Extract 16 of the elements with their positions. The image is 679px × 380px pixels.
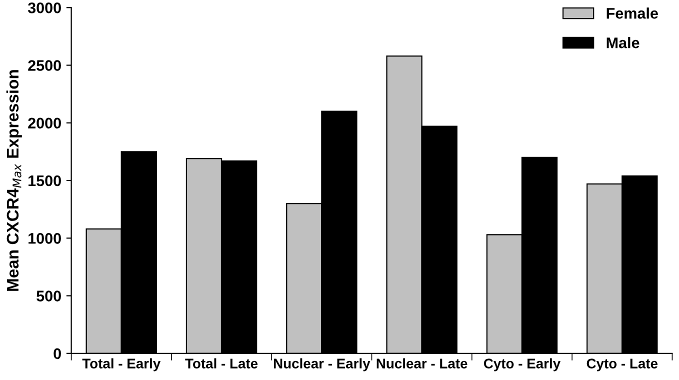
x-tick-label: Cyto - Late — [586, 358, 658, 372]
x-tick-label: Total - Early — [82, 358, 161, 372]
y-tick-label: 0 — [54, 348, 61, 360]
x-tick-label: Nuclear - Early — [274, 358, 370, 372]
y-tick-label: 3000 — [28, 2, 61, 14]
y-tick-label: 1000 — [28, 233, 61, 244]
y-axis-title: Mean CXCR4$_{Max}$ Expression — [6, 70, 22, 291]
x-tick-label: Total - Late — [185, 358, 258, 368]
y-tick-label: 2500 — [28, 60, 61, 71]
y-tick-label: 500 — [36, 290, 61, 302]
legend-label: Female — [606, 8, 658, 19]
y-tick-label: 2000 — [28, 118, 61, 129]
x-tick-label: Cyto - Early — [484, 358, 560, 372]
x-tick-label: Nuclear - Late — [376, 358, 468, 368]
y-tick-label: 1500 — [28, 175, 61, 186]
legend-label: Male — [606, 37, 640, 48]
